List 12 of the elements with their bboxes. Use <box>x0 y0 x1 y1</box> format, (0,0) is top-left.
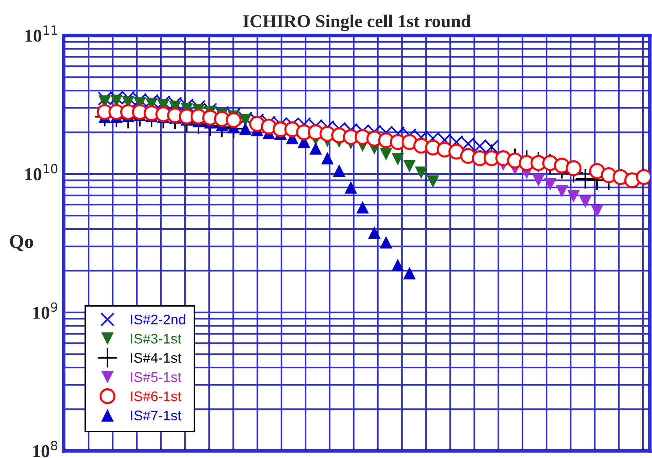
chart-title: ICHIRO Single cell 1st round <box>243 14 471 32</box>
y-axis-title: Qo <box>10 235 34 252</box>
y-tick-label: 10$^{11}$ <box>26 26 58 42</box>
y-tick-label: 10$^{8}$ <box>34 441 58 458</box>
legend-label: IS#4-1st <box>131 353 182 364</box>
legend-label: IS#3-1st <box>131 334 182 344</box>
legend-label: IS#5-1st <box>131 372 182 382</box>
y-tick-label: 10$^{10}$ <box>26 164 58 181</box>
legend-label: IS#6-1st <box>131 392 182 402</box>
y-tick-label: 10$^{9}$ <box>34 302 58 320</box>
legend-label: IS#2-2nd <box>131 314 186 325</box>
legend-label: IS#7-1st <box>131 410 182 421</box>
